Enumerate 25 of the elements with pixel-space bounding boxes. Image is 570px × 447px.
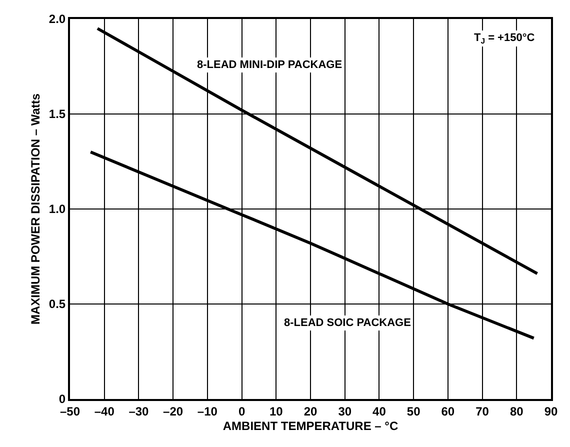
y-tick-label: 0.5 (48, 297, 66, 312)
y-axis-title: MAXIMUM POWER DISSIPATION – Watts (28, 93, 43, 325)
x-axis-title: AMBIENT TEMPERATURE – °C (222, 418, 398, 433)
x-tick-label: 70 (476, 404, 490, 418)
x-tick-label: 10 (269, 404, 284, 418)
y-tick-label: 1.0 (48, 202, 66, 216)
y-tick-label: 1.5 (48, 107, 66, 122)
annotation: T$_{J}$ = +150°C (474, 32, 535, 46)
series-label: 8-LEAD MINI-DIP PACKAGE (197, 59, 342, 71)
y-tick-label: 0 (58, 392, 66, 406)
x-tick-label: 60 (441, 404, 455, 418)
x-tick-label: 0 (238, 404, 246, 418)
y-tick-label: 2.0 (48, 12, 66, 26)
text: 8-LEAD SOIC PACKAGE (284, 317, 411, 329)
x-tick-label: 50 (406, 404, 421, 418)
x-tick-label: –30 (128, 404, 150, 418)
x-tick-label: 80 (510, 404, 524, 418)
x-tick-label: –10 (197, 404, 218, 418)
x-tick-label: 90 (544, 404, 558, 418)
x-tick-label: 40 (372, 404, 386, 418)
x-tick-label: 20 (304, 404, 318, 418)
x-tick-label: –40 (94, 404, 115, 418)
x-tick-label: –20 (163, 404, 184, 418)
x-tick-label: 30 (338, 404, 352, 418)
x-tick-label: –50 (60, 404, 80, 418)
